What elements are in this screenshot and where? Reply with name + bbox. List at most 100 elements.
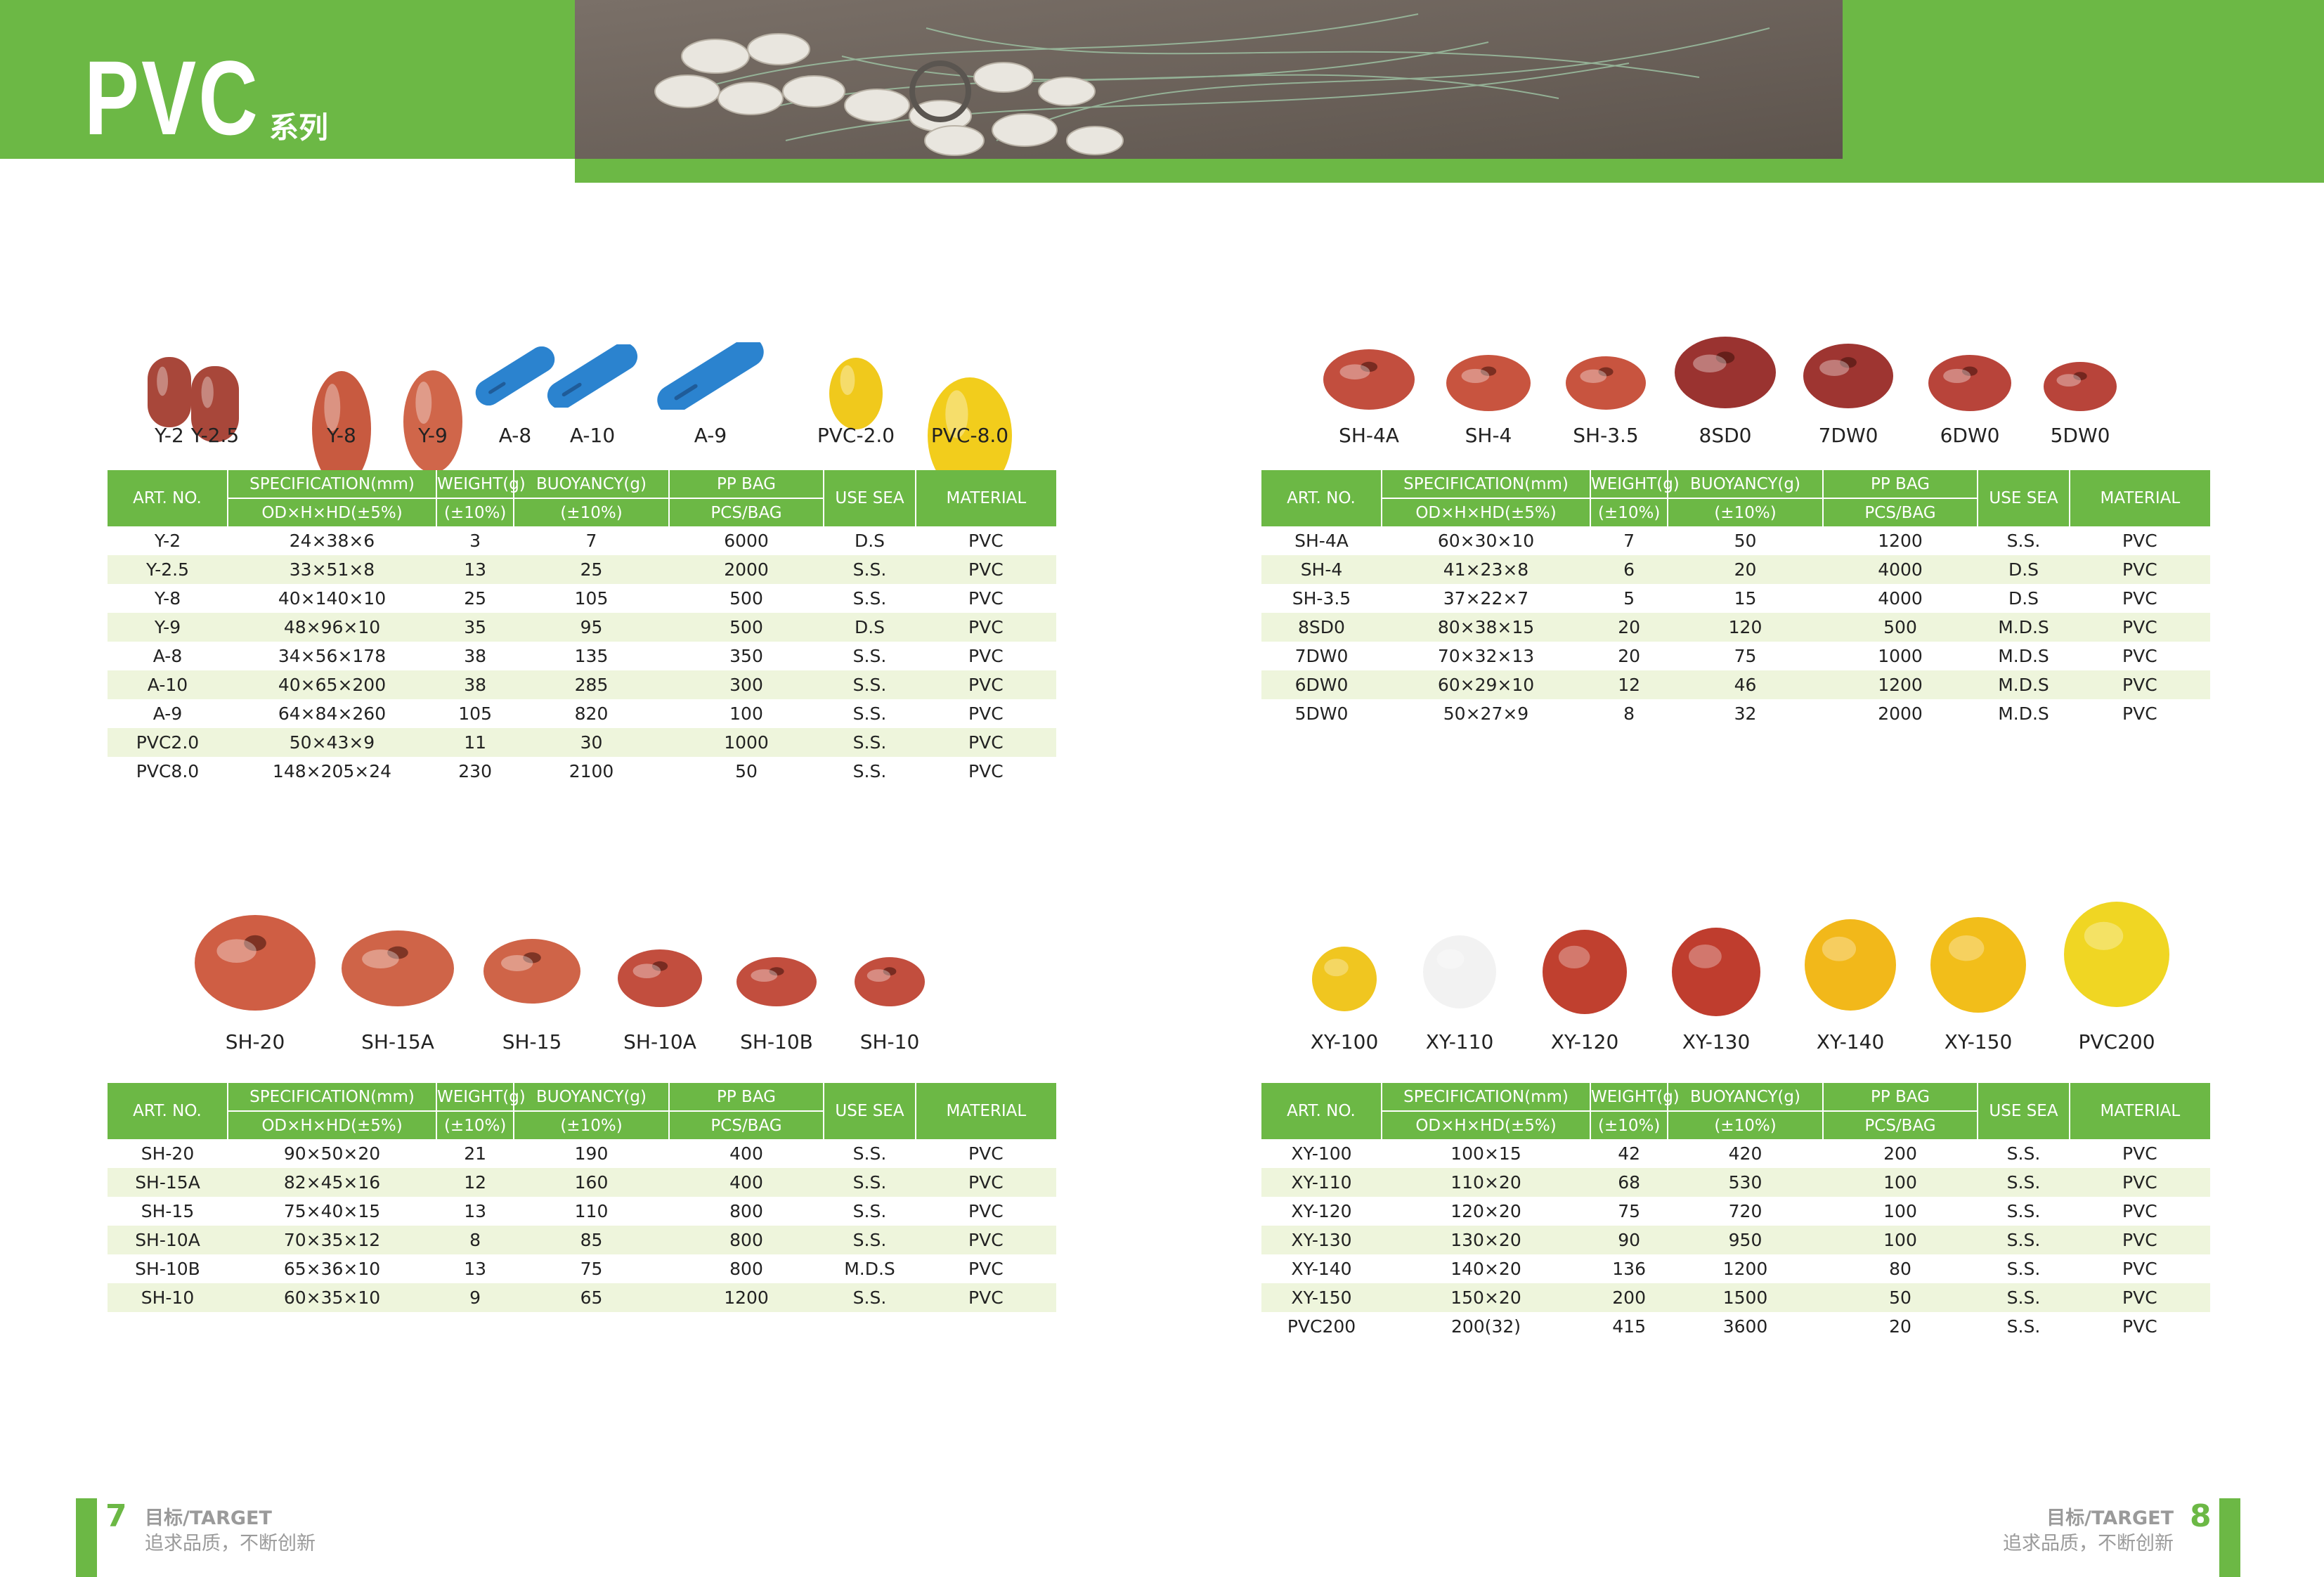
table-cell: 140×20 <box>1450 1259 1521 1279</box>
table-cell: XY-120 <box>1291 1201 1352 1221</box>
table-cell: S.S. <box>2006 1316 2041 1337</box>
table-row: XY-150 150×20 200 1500 50 S.S. PVC <box>1261 1283 2210 1312</box>
table-cell: Y-9 <box>108 613 228 642</box>
table-cell: 130×20 <box>1382 1226 1590 1254</box>
product-label: 5DW0 <box>2050 424 2110 447</box>
table-cell: 60×30×10 <box>1437 531 1535 551</box>
table-cell: S.S. <box>2006 1259 2041 1279</box>
table-cell: 800 <box>668 1226 824 1254</box>
table-cell: 230 <box>458 761 492 781</box>
table-cell: 50×27×9 <box>1443 703 1529 724</box>
table-cell: 5DW0 <box>1294 703 1349 724</box>
header-spec-sub: OD×H×HD(±5%) <box>1381 1110 1590 1139</box>
table-cell: 38 <box>436 670 514 699</box>
table-cell: SH-15 <box>141 1201 195 1221</box>
table-row: PVC200 200(32) 415 3600 20 S.S. PVC <box>1261 1312 2210 1341</box>
table-cell: 415 <box>1612 1316 1646 1337</box>
header-buoyancy: BUOYANCY(g) <box>1667 1083 1823 1111</box>
product-label: PVC-2.0 <box>817 424 895 447</box>
table-cell: 35 <box>436 613 514 642</box>
table-row: A-8 34×56×178 38 135 350 S.S. PVC <box>108 642 1056 670</box>
product-image-5dw0 <box>2042 361 2118 415</box>
table-cell: 5 <box>1623 588 1635 609</box>
header-ppbag: PP BAG <box>668 470 824 498</box>
table-cell: PVC <box>2122 1259 2157 1279</box>
product-label: 7DW0 <box>1818 424 1878 447</box>
table-cell: 21 <box>464 1143 487 1164</box>
table-cell: PVC <box>968 588 1004 609</box>
table-cell: A-9 <box>152 703 183 724</box>
table-cell: 80×38×15 <box>1382 613 1590 642</box>
spec-table: ART. NO. SPECIFICATION(mm) WEIGHT(g) BUO… <box>108 1083 1056 1312</box>
header-spec-sub: OD×H×HD(±5%) <box>227 1110 436 1139</box>
table-cell: 500 <box>729 588 763 609</box>
header-band-under-photo <box>575 159 1843 183</box>
table-cell: PVC <box>915 1168 1056 1197</box>
product-label: Y-8 <box>327 424 356 447</box>
product-label: XY-130 <box>1682 1030 1751 1053</box>
table-row: XY-140 140×20 136 1200 80 S.S. PVC <box>1261 1254 2210 1283</box>
table-cell: S.S. <box>852 1201 887 1221</box>
table-cell: 90 <box>1590 1226 1668 1254</box>
table-cell: 1200 <box>668 1283 824 1312</box>
table-cell: 65×36×10 <box>283 1259 381 1279</box>
product-label: SH-4A <box>1339 424 1399 447</box>
table-cell: XY-140 <box>1291 1259 1352 1279</box>
table-cell: PVC <box>968 1143 1004 1164</box>
table-cell: XY-100 <box>1291 1143 1352 1164</box>
table-cell: PVC <box>968 703 1004 724</box>
header-material: MATERIAL <box>2068 470 2210 526</box>
table-row: Y-8 40×140×10 25 105 500 S.S. PVC <box>108 584 1056 613</box>
product-label: XY-100 <box>1310 1030 1379 1053</box>
table-cell: PVC <box>2122 1316 2157 1337</box>
table-cell: PVC <box>915 555 1056 584</box>
table-cell: 105 <box>458 703 492 724</box>
table-cell: 1500 <box>1668 1283 1823 1312</box>
table-cell: 200 <box>1883 1143 1917 1164</box>
table-cell: 25 <box>514 555 669 584</box>
spec-table: ART. NO. SPECIFICATION(mm) WEIGHT(g) BUO… <box>108 470 1056 786</box>
table-cell: 2000 <box>668 555 824 584</box>
product-image-sh-15 <box>482 937 582 1008</box>
table-cell: D.S <box>2008 588 2039 609</box>
table-cell: 500 <box>668 613 824 642</box>
table-cell: S.S. <box>852 1143 887 1164</box>
table-cell: 8 <box>1623 703 1635 724</box>
header-art-no: ART. NO. <box>1261 470 1382 526</box>
header-band-right <box>1843 0 2324 183</box>
table-row: 7DW0 70×32×13 20 75 1000 M.D.S PVC <box>1261 642 2210 670</box>
table-cell: 100 <box>1883 1201 1917 1221</box>
header-buoyancy: BUOYANCY(g) <box>513 1083 669 1111</box>
table-cell: PVC <box>968 1259 1004 1279</box>
header-spec: SPECIFICATION(mm) <box>1381 470 1590 498</box>
table-cell: PVC <box>915 670 1056 699</box>
product-label: SH-15A <box>361 1030 434 1053</box>
product-label: 8SD0 <box>1699 424 1752 447</box>
table-cell: 150×20 <box>1382 1283 1590 1312</box>
table-cell: 2000 <box>1878 703 1923 724</box>
table-cell: S.S. <box>1978 1168 2070 1197</box>
table-cell: PVC <box>2069 555 2210 584</box>
table-cell: PVC <box>2069 1226 2210 1254</box>
table-cell: 110×20 <box>1382 1168 1590 1197</box>
table-cell: 160 <box>514 1168 669 1197</box>
table-cell: D.S <box>854 531 885 551</box>
table-cell: 46 <box>1668 670 1823 699</box>
table-cell: 300 <box>668 670 824 699</box>
product-label: XY-140 <box>1816 1030 1885 1053</box>
page-number-left: 7 <box>105 1498 127 1534</box>
table-cell: 70×32×13 <box>1437 646 1535 666</box>
table-cell: S.S. <box>2006 531 2041 551</box>
table-cell: 1000 <box>1878 646 1923 666</box>
table-cell: PVC <box>2069 613 2210 642</box>
table-row: PVC8.0 148×205×24 230 2100 50 S.S. PVC <box>108 757 1056 786</box>
table-cell: S.S. <box>824 670 916 699</box>
header-use-sea: USE SEA <box>823 470 916 526</box>
product-label: PVC200 <box>2078 1030 2155 1053</box>
table-cell: 820 <box>574 703 609 724</box>
table-cell: 13 <box>464 1259 487 1279</box>
table-row: XY-110 110×20 68 530 100 S.S. PVC <box>1261 1168 2210 1197</box>
product-image-6dw0 <box>1927 353 2013 415</box>
table-cell: 7DW0 <box>1294 646 1349 666</box>
table-cell: 800 <box>729 1201 763 1221</box>
